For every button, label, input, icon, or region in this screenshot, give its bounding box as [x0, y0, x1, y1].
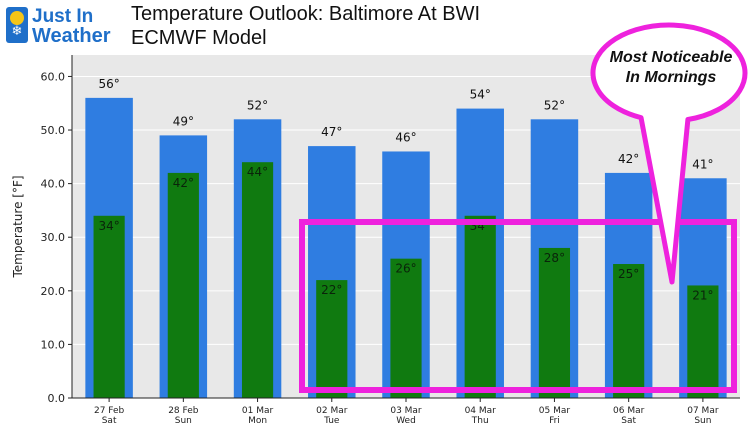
title-block: Temperature Outlook: Baltimore At BWI EC… — [131, 2, 480, 50]
x-tick-day: Sat — [621, 416, 636, 425]
y-tick-label: 50.0 — [41, 124, 66, 137]
low-temp-bar — [687, 285, 719, 398]
header: ❄ Just In Weather Temperature Outlook: B… — [0, 0, 750, 52]
high-temp-label: 46° — [395, 130, 416, 144]
x-tick-day: Sat — [102, 416, 117, 425]
callout-line2: In Mornings — [625, 69, 717, 86]
x-tick-day: Thu — [471, 416, 489, 425]
y-axis: 0.0 10.0 20.0 30.0 40.0 50.0 60.0 — [41, 55, 73, 405]
x-tick-date: 04 Mar — [465, 406, 497, 416]
y-tick-label: 20.0 — [41, 285, 66, 298]
y-tick-label: 40.0 — [41, 178, 66, 191]
high-temp-label: 54° — [470, 88, 491, 102]
low-temp-bar — [613, 264, 645, 398]
x-tick-day: Sun — [694, 416, 711, 425]
low-temperature-series: 34°42°44°22°26°34°28°25°21° — [93, 162, 719, 398]
low-temp-bar — [167, 172, 199, 398]
low-temp-label: 34° — [98, 219, 119, 233]
y-tick-label: 60.0 — [41, 70, 66, 83]
logo-text-line2: Weather — [32, 25, 111, 47]
high-temp-label: 42° — [618, 152, 639, 166]
just-in-weather-logo: ❄ Just In Weather — [6, 5, 122, 49]
high-temp-label: 52° — [247, 98, 268, 112]
x-tick-date: 27 Feb — [94, 406, 125, 416]
low-temp-label: 44° — [247, 165, 268, 179]
high-temp-label: 47° — [321, 125, 342, 139]
x-tick-day: Sun — [175, 416, 192, 425]
low-temp-bar — [464, 215, 496, 398]
low-temp-bar — [538, 247, 571, 398]
low-temp-label: 42° — [173, 176, 194, 190]
x-tick-day: Fri — [549, 416, 560, 425]
low-temp-label: 26° — [395, 262, 416, 276]
x-tick-date: 07 Mar — [687, 406, 719, 416]
y-tick-label: 10.0 — [41, 338, 66, 351]
high-temp-label: 41° — [692, 157, 713, 171]
chart-title: Temperature Outlook: Baltimore At BWI — [131, 3, 481, 25]
x-tick-date: 28 Feb — [168, 406, 199, 416]
weather-logo-icon: ❄ — [6, 7, 28, 43]
callout-text: Most Noticeable In Mornings — [596, 48, 746, 88]
low-temp-bar — [241, 162, 274, 398]
low-temp-bar — [93, 215, 125, 398]
x-tick-day: Mon — [248, 416, 267, 425]
x-tick-date: 03 Mar — [390, 406, 422, 416]
y-axis-label: Temperature [°F] — [11, 175, 25, 278]
low-temp-label: 25° — [618, 267, 639, 281]
x-tick-date: 06 Mar — [613, 406, 645, 416]
callout-line1: Most Noticeable — [609, 49, 733, 66]
low-temp-bar — [390, 258, 422, 398]
x-tick-date: 05 Mar — [539, 406, 571, 416]
high-temp-label: 52° — [544, 98, 565, 112]
low-temp-label: 21° — [692, 288, 713, 302]
low-temp-label: 28° — [544, 251, 565, 265]
y-tick-label: 0.0 — [48, 392, 66, 405]
chart-subtitle: ECMWF Model — [131, 27, 267, 49]
callout-bubble — [590, 22, 748, 285]
low-temp-label: 22° — [321, 283, 342, 297]
high-temp-label: 56° — [98, 77, 119, 91]
x-tick-day: Tue — [323, 416, 340, 425]
x-tick-date: 01 Mar — [242, 406, 274, 416]
logo-text-line1: Just In — [32, 6, 94, 27]
x-tick-day: Wed — [396, 416, 416, 425]
x-tick-date: 02 Mar — [316, 406, 348, 416]
high-temp-label: 49° — [173, 114, 194, 128]
highlight-box — [299, 219, 737, 393]
low-temp-bar — [316, 280, 348, 398]
y-tick-label: 30.0 — [41, 231, 66, 244]
